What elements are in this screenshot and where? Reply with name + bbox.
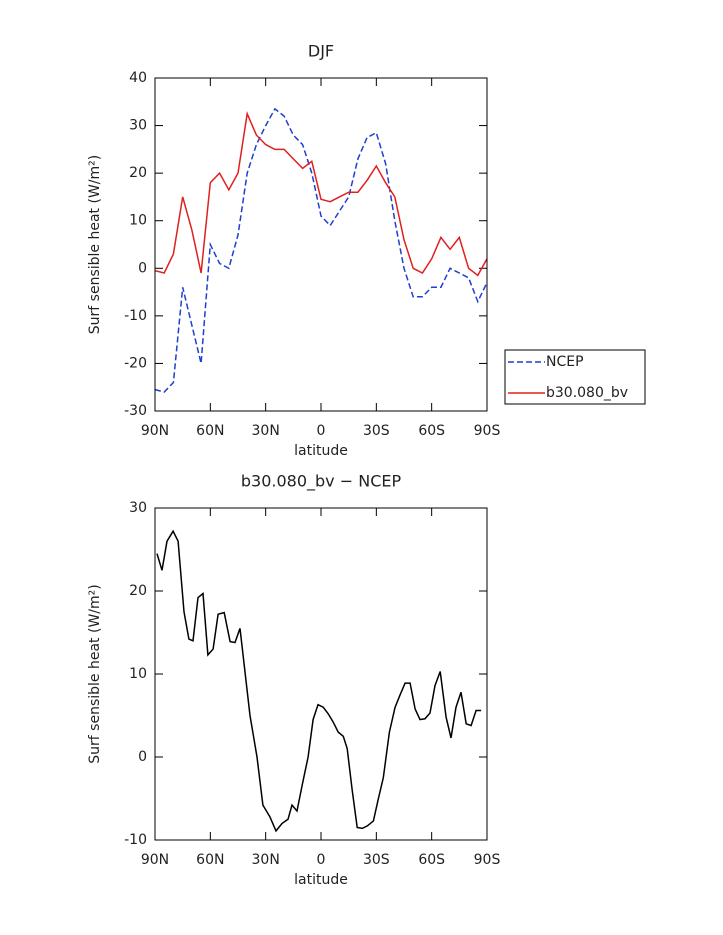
y-tick-label: 20	[129, 583, 147, 599]
series-line	[156, 529, 482, 833]
x-tick-label: 90N	[141, 423, 169, 439]
y-axis-label: Surf sensible heat (W/m²)	[87, 584, 103, 763]
chart-title: b30.080_bv − NCEP	[241, 472, 402, 492]
x-tick-label: 90S	[474, 423, 501, 439]
series-line	[154, 107, 488, 393]
plot-frame	[154, 77, 488, 412]
x-tick-label: 90N	[141, 852, 169, 868]
y-tick-label: 30	[129, 118, 147, 134]
plot-frame	[154, 507, 488, 841]
x-axis-label: latitude	[294, 872, 348, 888]
y-tick-label: -10	[124, 308, 147, 324]
x-tick-label: 60S	[418, 852, 445, 868]
y-axis-label: Surf sensible heat (W/m²)	[87, 155, 103, 334]
x-tick-label: 0	[317, 852, 326, 868]
legend-label: b30.080_bv	[546, 385, 628, 401]
series-line	[154, 111, 488, 277]
x-tick-label: 30N	[252, 852, 280, 868]
y-tick-label: -10	[124, 832, 147, 848]
x-tick-label: 30N	[252, 423, 280, 439]
y-tick-label: 0	[138, 260, 147, 276]
y-tick-label: 30	[129, 500, 147, 516]
y-tick-label: 10	[129, 213, 147, 229]
y-tick-label: 20	[129, 165, 147, 181]
x-tick-label: 60S	[418, 423, 445, 439]
x-axis-label: latitude	[294, 443, 348, 459]
y-tick-label: -30	[124, 403, 147, 419]
y-tick-label: 0	[138, 749, 147, 765]
x-tick-label: 60N	[196, 852, 224, 868]
legend-box	[504, 349, 646, 405]
x-tick-label: 30S	[363, 852, 390, 868]
x-tick-label: 90S	[474, 852, 501, 868]
x-tick-label: 30S	[363, 423, 390, 439]
y-tick-label: -20	[124, 355, 147, 371]
legend-label: NCEP	[546, 354, 584, 370]
x-tick-label: 60N	[196, 423, 224, 439]
chart-title: DJF	[308, 42, 334, 61]
y-tick-label: 40	[129, 70, 147, 86]
x-tick-label: 0	[317, 423, 326, 439]
y-tick-label: 10	[129, 666, 147, 682]
